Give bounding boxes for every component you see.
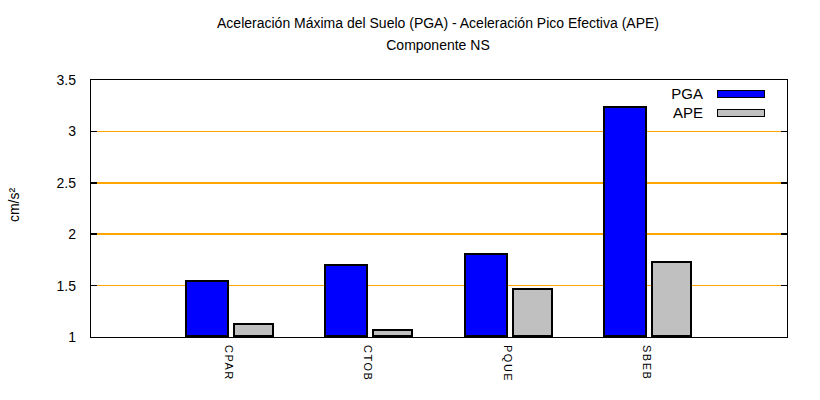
y-tickmark-right xyxy=(781,233,787,235)
chart-title: Aceleración Máxima del Suelo (PGA) - Ace… xyxy=(90,12,786,34)
y-tickmark-left xyxy=(91,131,97,133)
legend: PGA APE xyxy=(671,84,765,122)
chart-canvas: Aceleración Máxima del Suelo (PGA) - Ace… xyxy=(0,0,820,400)
bar-ape-cpar xyxy=(233,323,274,337)
chart-subtitle: Componente NS xyxy=(90,34,786,56)
bar-pga-ctob xyxy=(324,264,368,337)
y-tickmark-left xyxy=(91,233,97,235)
legend-label-ape: APE xyxy=(673,104,703,121)
y-tick-label-2.5: 2.5 xyxy=(57,175,76,191)
chart-title-block: Aceleración Máxima del Suelo (PGA) - Ace… xyxy=(90,12,786,56)
legend-swatch-ape xyxy=(717,109,765,117)
bar-ape-ctob xyxy=(372,329,413,337)
x-tick-label-sbeb: SBEB xyxy=(641,345,653,380)
y-tickmark-left xyxy=(91,285,97,287)
bar-pga-sbeb xyxy=(603,106,647,337)
plot-area: PGA APE xyxy=(90,79,788,338)
legend-row-ape: APE xyxy=(671,103,765,122)
bar-ape-pque xyxy=(512,288,553,337)
y-tick-label-3: 3 xyxy=(68,123,76,139)
gridline-2 xyxy=(91,233,787,235)
bar-pga-pque xyxy=(464,253,508,337)
y-tickmark-right xyxy=(781,182,787,184)
y-axis-tick-labels: 11.522.533.5 xyxy=(30,80,76,337)
bar-pga-cpar xyxy=(185,280,229,337)
y-tick-label-1: 1 xyxy=(68,329,76,345)
y-tick-label-1.5: 1.5 xyxy=(57,278,76,294)
gridline-3 xyxy=(91,131,787,133)
x-axis-tick-labels: CPAR CTOB PQUE SBEB xyxy=(90,345,786,400)
y-tickmark-left xyxy=(91,182,97,184)
y-tick-label-2: 2 xyxy=(68,226,76,242)
x-tick-label-cpar: CPAR xyxy=(223,345,235,381)
gridline-2.5 xyxy=(91,182,787,184)
legend-label-pga: PGA xyxy=(671,85,703,102)
x-tick-label-pque: PQUE xyxy=(502,345,514,382)
legend-row-pga: PGA xyxy=(671,84,765,103)
y-axis-label: cm/s² xyxy=(6,188,22,222)
y-tickmark-right xyxy=(781,131,787,133)
x-tick-label-ctob: CTOB xyxy=(362,345,374,381)
bar-ape-sbeb xyxy=(651,261,692,337)
y-tick-label-3.5: 3.5 xyxy=(57,72,76,88)
y-tickmark-right xyxy=(781,285,787,287)
legend-swatch-pga xyxy=(717,90,765,98)
